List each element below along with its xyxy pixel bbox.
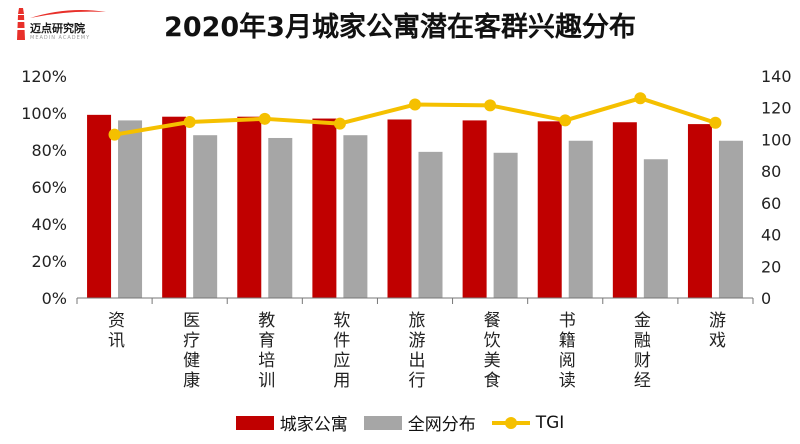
bar-series2 xyxy=(568,140,593,298)
bar-series2 xyxy=(118,120,143,299)
tgi-point xyxy=(108,128,121,141)
bar-series2 xyxy=(493,152,518,298)
bar-series1 xyxy=(87,114,112,298)
legend-swatch-tgi xyxy=(491,416,530,430)
bar-series1 xyxy=(237,116,262,298)
x-tick-label: 书籍阅读 xyxy=(559,311,576,391)
x-tick-label: 游戏 xyxy=(709,311,726,351)
x-tick-label: 医疗健康 xyxy=(183,311,200,391)
x-tick-label: 资讯 xyxy=(108,311,125,351)
tgi-point xyxy=(333,117,346,130)
brand-logo: 迈点研究院 MEADIN ACADEMY xyxy=(4,2,114,46)
bar-series1 xyxy=(387,119,412,298)
legend-swatch-series2 xyxy=(363,415,402,430)
tgi-point xyxy=(634,92,647,105)
tgi-point xyxy=(258,112,271,125)
legend-item-series2: 全网分布 xyxy=(363,410,476,435)
x-tick-label: 金融财经 xyxy=(634,311,651,391)
bar-series2 xyxy=(193,135,218,298)
x-tick-label: 餐饮美食 xyxy=(484,311,501,391)
y-right-tick-label: 60 xyxy=(761,194,781,213)
logo-swoosh-icon xyxy=(30,10,106,18)
y-right-tick-label: 100 xyxy=(761,130,792,149)
y-right-tick-label: 0 xyxy=(761,289,771,308)
y-left-tick-label: 80% xyxy=(31,141,67,160)
bar-series1 xyxy=(537,121,562,298)
y-left-tick-label: 20% xyxy=(31,252,67,271)
legend-label-tgi: TGI xyxy=(535,412,565,433)
logo-text: 迈点研究院 xyxy=(30,22,85,35)
y-left-tick-label: 120% xyxy=(21,67,67,86)
bar-series2 xyxy=(418,151,443,298)
bar-series1 xyxy=(612,122,637,298)
bar-series2 xyxy=(268,137,293,298)
chart-title: 2020年3月城家公寓潜在客群兴趣分布 xyxy=(164,12,636,43)
y-left-tick-label: 40% xyxy=(31,215,67,234)
legend-swatch-series1 xyxy=(235,415,274,430)
y-right-tick-label: 140 xyxy=(761,67,792,86)
bar-series1 xyxy=(687,124,712,298)
tgi-point xyxy=(709,116,722,129)
legend-label-series2: 全网分布 xyxy=(407,415,476,435)
y-left-tick-label: 100% xyxy=(21,104,67,123)
y-right-tick-label: 40 xyxy=(761,226,781,245)
x-tick-label: 教育培训 xyxy=(258,311,275,391)
y-right-tick-label: 120 xyxy=(761,99,792,118)
lighthouse-icon xyxy=(17,8,25,40)
bar-series2 xyxy=(718,140,743,298)
legend-label-series1: 城家公寓 xyxy=(279,415,348,435)
tgi-point xyxy=(484,99,497,112)
x-tick-label: 软件应用 xyxy=(333,311,350,391)
logo-subtext: MEADIN ACADEMY xyxy=(30,35,91,41)
chart-legend: 城家公寓 全网分布 TGI xyxy=(0,410,800,435)
bar-series2 xyxy=(643,159,668,298)
x-tick-label: 旅游出行 xyxy=(409,311,426,391)
bar-series1 xyxy=(462,120,487,299)
y-right-tick-label: 80 xyxy=(761,162,781,181)
bar-series2 xyxy=(343,135,368,298)
tgi-point xyxy=(409,98,421,111)
bar-series1 xyxy=(312,118,337,298)
legend-item-tgi: TGI xyxy=(491,412,565,433)
tgi-point xyxy=(183,115,196,128)
bar-series1 xyxy=(162,116,187,298)
y-right-tick-label: 20 xyxy=(761,257,781,276)
legend-item-series1: 城家公寓 xyxy=(235,410,348,435)
y-left-tick-label: 60% xyxy=(31,178,67,197)
y-left-tick-label: 0% xyxy=(42,289,67,308)
tgi-point xyxy=(559,114,572,127)
